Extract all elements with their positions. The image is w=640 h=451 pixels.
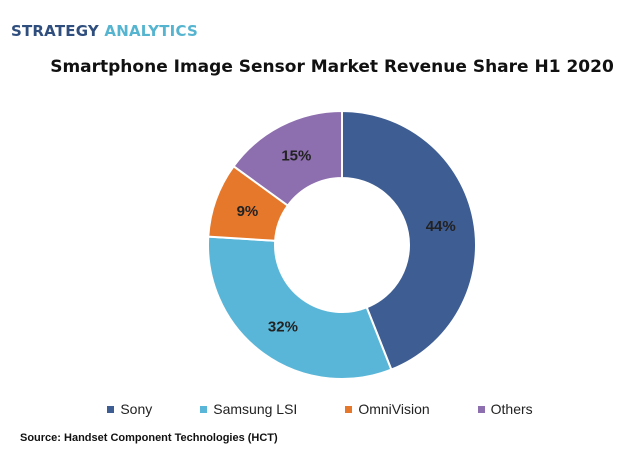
legend-label-omnivision: OmniVision bbox=[358, 401, 430, 417]
source-note: Source: Handset Component Technologies (… bbox=[20, 432, 278, 444]
legend-label-others: Others bbox=[490, 401, 533, 417]
legend-item-samsung-lsi: Samsung LSI bbox=[200, 401, 297, 417]
data-label-samsung-lsi: 32% bbox=[268, 318, 298, 335]
chart-title: Smartphone Image Sensor Market Revenue S… bbox=[50, 57, 614, 77]
legend-item-omnivision: OmniVision bbox=[345, 401, 430, 417]
slice-sony bbox=[341, 109, 477, 371]
legend-label-samsung-lsi: Samsung LSI bbox=[213, 401, 298, 417]
data-label-sony: 44% bbox=[426, 218, 456, 235]
brand-logo: STRATEGY ANALYTICS bbox=[11, 22, 198, 40]
brand-strategy: STRATEGY bbox=[11, 22, 99, 40]
slice-others bbox=[232, 109, 343, 208]
slice-samsung-lsi bbox=[207, 235, 393, 380]
legend-swatch-others bbox=[477, 405, 485, 413]
legend-swatch-sony bbox=[107, 405, 115, 413]
legend-swatch-omnivision bbox=[345, 405, 353, 413]
data-label-omnivision: 9% bbox=[237, 203, 259, 220]
legend-item-sony: Sony bbox=[107, 401, 152, 417]
data-label-others: 15% bbox=[281, 147, 311, 164]
legend-swatch-samsung-lsi bbox=[200, 405, 208, 413]
legend-item-others: Others bbox=[477, 401, 533, 417]
brand-analytics: ANALYTICS bbox=[104, 22, 198, 40]
chart-legend: Sony Samsung LSI OmniVision Others bbox=[0, 401, 640, 417]
legend-label-sony: Sony bbox=[120, 401, 153, 417]
